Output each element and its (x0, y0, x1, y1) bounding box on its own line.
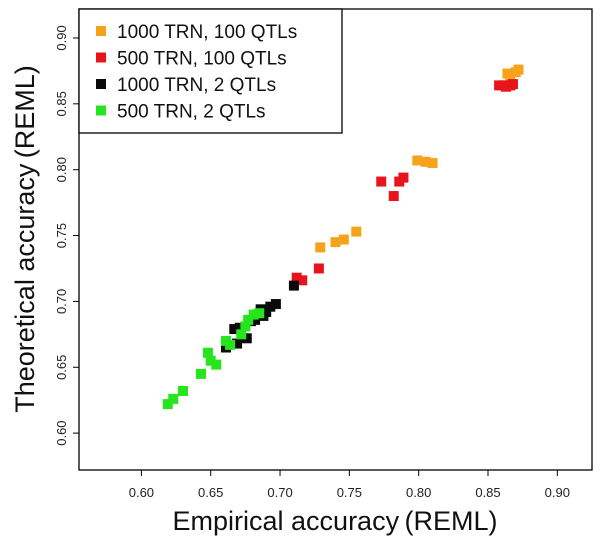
data-point (254, 308, 265, 319)
data-point (250, 314, 261, 325)
data-point (177, 385, 188, 396)
y-axis-title: Theoretical accuracy (REML) (10, 65, 40, 413)
data-point (412, 155, 423, 166)
y-tick-label: 0.85 (54, 91, 69, 116)
data-point (351, 226, 362, 237)
legend-swatch (96, 26, 106, 36)
x-tick-label: 0.85 (475, 485, 500, 500)
x-tick-label: 0.90 (545, 485, 570, 500)
data-point (196, 368, 207, 379)
data-points (162, 64, 524, 410)
legend: 1000 TRN, 100 QTLs 500 TRN, 100 QTLs 1000 … (78, 8, 343, 134)
data-point (202, 347, 213, 358)
x-tick-label: 0.60 (129, 485, 154, 500)
data-point (315, 242, 326, 253)
data-point (232, 338, 243, 349)
legend-swatch (96, 105, 106, 116)
data-point (211, 359, 222, 370)
x-axis: 0.60 0.65 0.70 0.75 0.80 0.85 0.90 (129, 470, 570, 500)
legend-entry-label: 500 TRN, 100 QTLs (117, 49, 287, 70)
data-point (291, 272, 302, 283)
data-point (234, 322, 245, 333)
x-tick-label: 0.70 (267, 485, 292, 500)
data-point (236, 329, 247, 340)
data-point (248, 309, 259, 320)
y-tick-label: 0.65 (54, 355, 69, 380)
data-point (265, 301, 276, 312)
legend-entry-label: 1000 TRN, 100 QTLs (117, 22, 297, 43)
data-point (225, 339, 236, 350)
data-point (502, 68, 513, 79)
data-point (162, 399, 173, 410)
data-point (507, 79, 518, 90)
x-tick-label: 0.65 (198, 485, 223, 500)
x-tick-label: 0.75 (337, 485, 362, 500)
data-point (168, 393, 179, 404)
x-tick-label: 0.80 (406, 485, 431, 500)
data-point (241, 333, 252, 344)
data-point (388, 191, 399, 202)
x-axis-title: Empirical accuracy (REML) (173, 506, 498, 536)
data-point (205, 355, 216, 366)
y-tick-label: 0.75 (54, 223, 69, 248)
data-point (313, 263, 324, 274)
data-point (288, 280, 299, 291)
legend-box (78, 8, 343, 134)
y-tick-label: 0.90 (54, 25, 69, 50)
y-tick-label: 0.70 (54, 289, 69, 314)
data-point (261, 306, 272, 317)
legend-swatch (96, 52, 106, 63)
data-point (513, 64, 524, 75)
data-point (240, 321, 251, 332)
data-point (297, 275, 308, 286)
legend-entry-label: 1000 TRN, 2 QTLs (117, 75, 276, 96)
legend-swatch (96, 79, 106, 89)
data-point (338, 234, 349, 245)
data-point (229, 324, 240, 335)
y-axis: 0.60 0.65 0.70 0.75 0.80 0.85 0.90 (54, 25, 79, 446)
y-tick-label: 0.80 (54, 157, 69, 182)
y-tick-label: 0.60 (54, 420, 69, 445)
data-point (243, 314, 254, 325)
data-point (376, 176, 387, 187)
data-point (270, 299, 281, 310)
legend-entry-label: 500 TRN, 2 QTLs (117, 102, 266, 123)
data-point (398, 172, 409, 183)
data-point (427, 158, 438, 169)
data-point (330, 237, 341, 248)
data-point (420, 156, 431, 167)
